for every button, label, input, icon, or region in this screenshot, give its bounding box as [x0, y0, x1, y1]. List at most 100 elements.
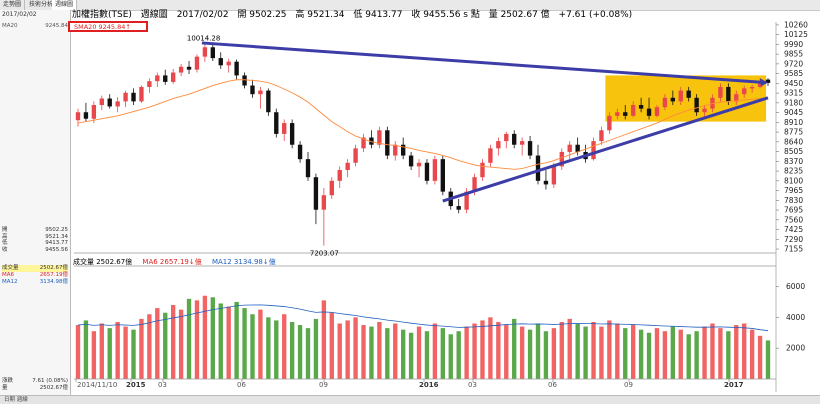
tab-strip: 走勢圖 技術分析 週線圖: [0, 0, 820, 11]
volume-bar: [726, 331, 731, 379]
side-ma-value: 9245.84: [45, 23, 68, 29]
time-tick-label: 06: [548, 381, 557, 389]
candle-body: [718, 86, 723, 98]
side-ma12-value: 3134.98億: [39, 279, 68, 285]
candle-body: [638, 105, 644, 109]
highlight-layer: [605, 75, 767, 122]
volume-bar: [178, 309, 184, 379]
side-low-row: 低 9413.77: [2, 240, 68, 247]
side-volume: 成交量 2502.67億 MA6 2657.19億 MA12 3134.98億: [2, 265, 68, 286]
candle-body: [472, 177, 477, 192]
price-tick-label: 10125: [784, 30, 808, 39]
candle-body: [297, 144, 303, 160]
side-low-value: 9413.77: [45, 240, 68, 246]
volume-bar: [448, 334, 453, 379]
header-volume: 量 2502.67 億: [488, 10, 550, 20]
volume-bar: [456, 331, 461, 379]
side-ma6-label: MA6: [2, 272, 15, 278]
volume-bar: [416, 326, 422, 379]
volume-bar: [496, 321, 501, 379]
side-open-label: 開: [2, 227, 8, 233]
candle-body: [345, 162, 350, 170]
candle-body: [512, 133, 517, 145]
candle-body: [583, 151, 588, 160]
candle-body: [385, 130, 390, 156]
candle-body: [234, 61, 239, 76]
volume-bar: [432, 323, 438, 379]
volume-bar: [543, 331, 549, 379]
volume-bar: [289, 321, 295, 379]
volume-axis: 6000 4000 2000: [776, 282, 805, 353]
volume-layer: [74, 265, 776, 379]
candle-body: [464, 191, 469, 210]
price-tick-label: 7830: [784, 196, 803, 205]
candle-body: [416, 162, 422, 167]
tab-intraday[interactable]: 走勢圖: [0, 0, 26, 10]
time-tick-label: 06: [237, 381, 246, 389]
volume-bar: [551, 328, 557, 379]
candle-body: [615, 112, 620, 116]
price-tick-label: 8100: [784, 176, 803, 185]
header-period: 週線圖: [140, 10, 168, 20]
side-high-value: 9521.34: [45, 233, 68, 240]
candle-body: [123, 92, 128, 102]
sma-up-arrow-icon: ↑: [125, 23, 131, 31]
volume-bar: [757, 335, 763, 379]
side-change-value: 7.61 (0.08%): [32, 378, 68, 384]
volume-bar: [155, 308, 160, 379]
high-annotation: 10014.28: [187, 35, 220, 43]
candle-body: [670, 97, 676, 102]
volume-bar: [670, 326, 676, 379]
volume-bar: [519, 326, 525, 379]
tab-weekly[interactable]: 週線圖: [52, 0, 78, 10]
volume-bar: [694, 331, 699, 379]
price-tick-label: 7290: [784, 235, 803, 244]
volume-bar: [615, 323, 620, 379]
low-annotation: 7203.07: [310, 250, 339, 258]
volume-bar: [369, 326, 374, 379]
price-tick-label: 7155: [784, 245, 803, 254]
volume-bar: [464, 326, 469, 379]
candle-body: [654, 107, 660, 116]
candle-body: [329, 180, 334, 196]
candle-body: [202, 47, 208, 57]
volume-bar: [218, 303, 223, 379]
volume-bar: [662, 331, 668, 379]
price-tick-label: 9045: [784, 108, 803, 117]
volume-bar: [559, 321, 564, 379]
volume-bar: [329, 312, 334, 379]
volume-bar: [163, 312, 168, 379]
price-tick-label: 8235: [784, 167, 803, 176]
candle-body: [567, 144, 572, 152]
candle-body: [75, 112, 81, 121]
header-date: 2017/02/02: [176, 10, 229, 20]
volume-bar: [583, 326, 588, 379]
volume-bar: [575, 323, 580, 379]
candle-body: [194, 56, 200, 70]
volume-bar: [702, 326, 707, 379]
volume-bar: [654, 328, 660, 379]
volume-bar: [99, 323, 104, 379]
candle-body: [242, 75, 247, 86]
candle-body: [591, 141, 596, 160]
volume-bar: [131, 329, 136, 379]
volume-bar: [749, 329, 755, 379]
candle-body: [91, 105, 97, 119]
candle-body: [361, 137, 366, 149]
price-tick-label: 7965: [784, 186, 803, 195]
candle-body: [400, 144, 406, 156]
candle-body: [186, 66, 192, 70]
side-ma12-row: MA12 3134.98億: [2, 279, 68, 286]
volume-bar: [139, 318, 144, 379]
header-low: 低 9413.77: [353, 10, 403, 20]
candle-body: [551, 166, 557, 185]
candle-body: [218, 58, 223, 66]
candle-body: [107, 98, 112, 107]
upper-trendline: [201, 41, 767, 85]
volume-bar: [234, 301, 239, 379]
volume-bar: [408, 332, 414, 379]
price-tick-label: 8910: [784, 118, 803, 127]
volume-bar: [305, 328, 311, 379]
price-tick-label: 9315: [784, 89, 803, 98]
